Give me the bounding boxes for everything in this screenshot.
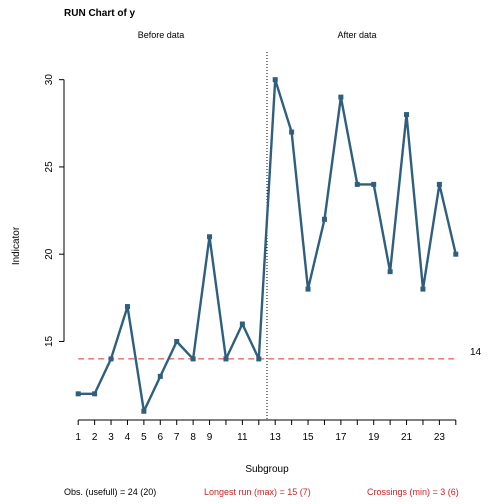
x-tick-label: 2 <box>92 432 98 443</box>
x-tick-label: 3 <box>108 432 114 443</box>
data-point <box>305 286 311 292</box>
x-tick-label: 13 <box>270 432 282 443</box>
x-tick-label: 23 <box>434 432 446 443</box>
data-point <box>223 356 229 362</box>
data-point <box>453 251 459 257</box>
y-axis-label: Indicator <box>11 226 22 265</box>
data-point <box>404 112 410 118</box>
data-point <box>289 129 295 135</box>
phase-label-before: Before data <box>138 30 185 40</box>
x-tick-label: 21 <box>401 432 413 443</box>
data-point <box>420 286 426 292</box>
x-axis-label: Subgroup <box>245 464 289 475</box>
x-tick-label: 17 <box>335 432 347 443</box>
data-point <box>207 234 213 240</box>
data-point <box>272 77 278 83</box>
x-tick-label: 7 <box>174 432 180 443</box>
x-tick-label: 8 <box>190 432 196 443</box>
x-tick-label: 9 <box>207 432 213 443</box>
phase-label-after: After data <box>337 30 376 40</box>
series-line <box>78 78 457 413</box>
data-point <box>321 216 327 222</box>
x-tick-label: 1 <box>75 432 81 443</box>
data-point <box>75 391 81 397</box>
data-point <box>124 304 130 310</box>
x-tick-label: 15 <box>302 432 314 443</box>
x-tick-label: 5 <box>141 432 147 443</box>
data-point <box>239 321 245 327</box>
footer-obs: Obs. (usefull) = 24 (20) <box>64 487 156 497</box>
data-point <box>354 181 360 187</box>
data-point <box>256 356 262 362</box>
x-tick-label: 11 <box>237 432 248 443</box>
data-point <box>436 181 442 187</box>
y-tick-label: 15 <box>44 335 55 347</box>
y-tick-label: 30 <box>44 74 55 86</box>
data-point <box>190 356 196 362</box>
data-point <box>157 373 163 379</box>
x-tick-label: 19 <box>368 432 380 443</box>
data-point <box>371 181 377 187</box>
data-point <box>108 356 114 362</box>
center-line-label: 14 <box>470 347 482 358</box>
y-tick-label: 25 <box>44 161 55 173</box>
footer-crossings: Crossings (min) = 3 (6) <box>367 487 459 497</box>
x-tick-label: 4 <box>125 432 131 443</box>
data-point <box>387 269 393 275</box>
chart-title: RUN Chart of y <box>64 8 136 19</box>
footer-longest-run: Longest run (max) = 15 (7) <box>204 487 311 497</box>
x-tick-label: 6 <box>158 432 164 443</box>
data-point <box>92 391 98 397</box>
data-point <box>338 94 344 100</box>
data-point <box>141 408 147 414</box>
y-tick-label: 20 <box>44 248 55 260</box>
data-point <box>174 338 180 344</box>
